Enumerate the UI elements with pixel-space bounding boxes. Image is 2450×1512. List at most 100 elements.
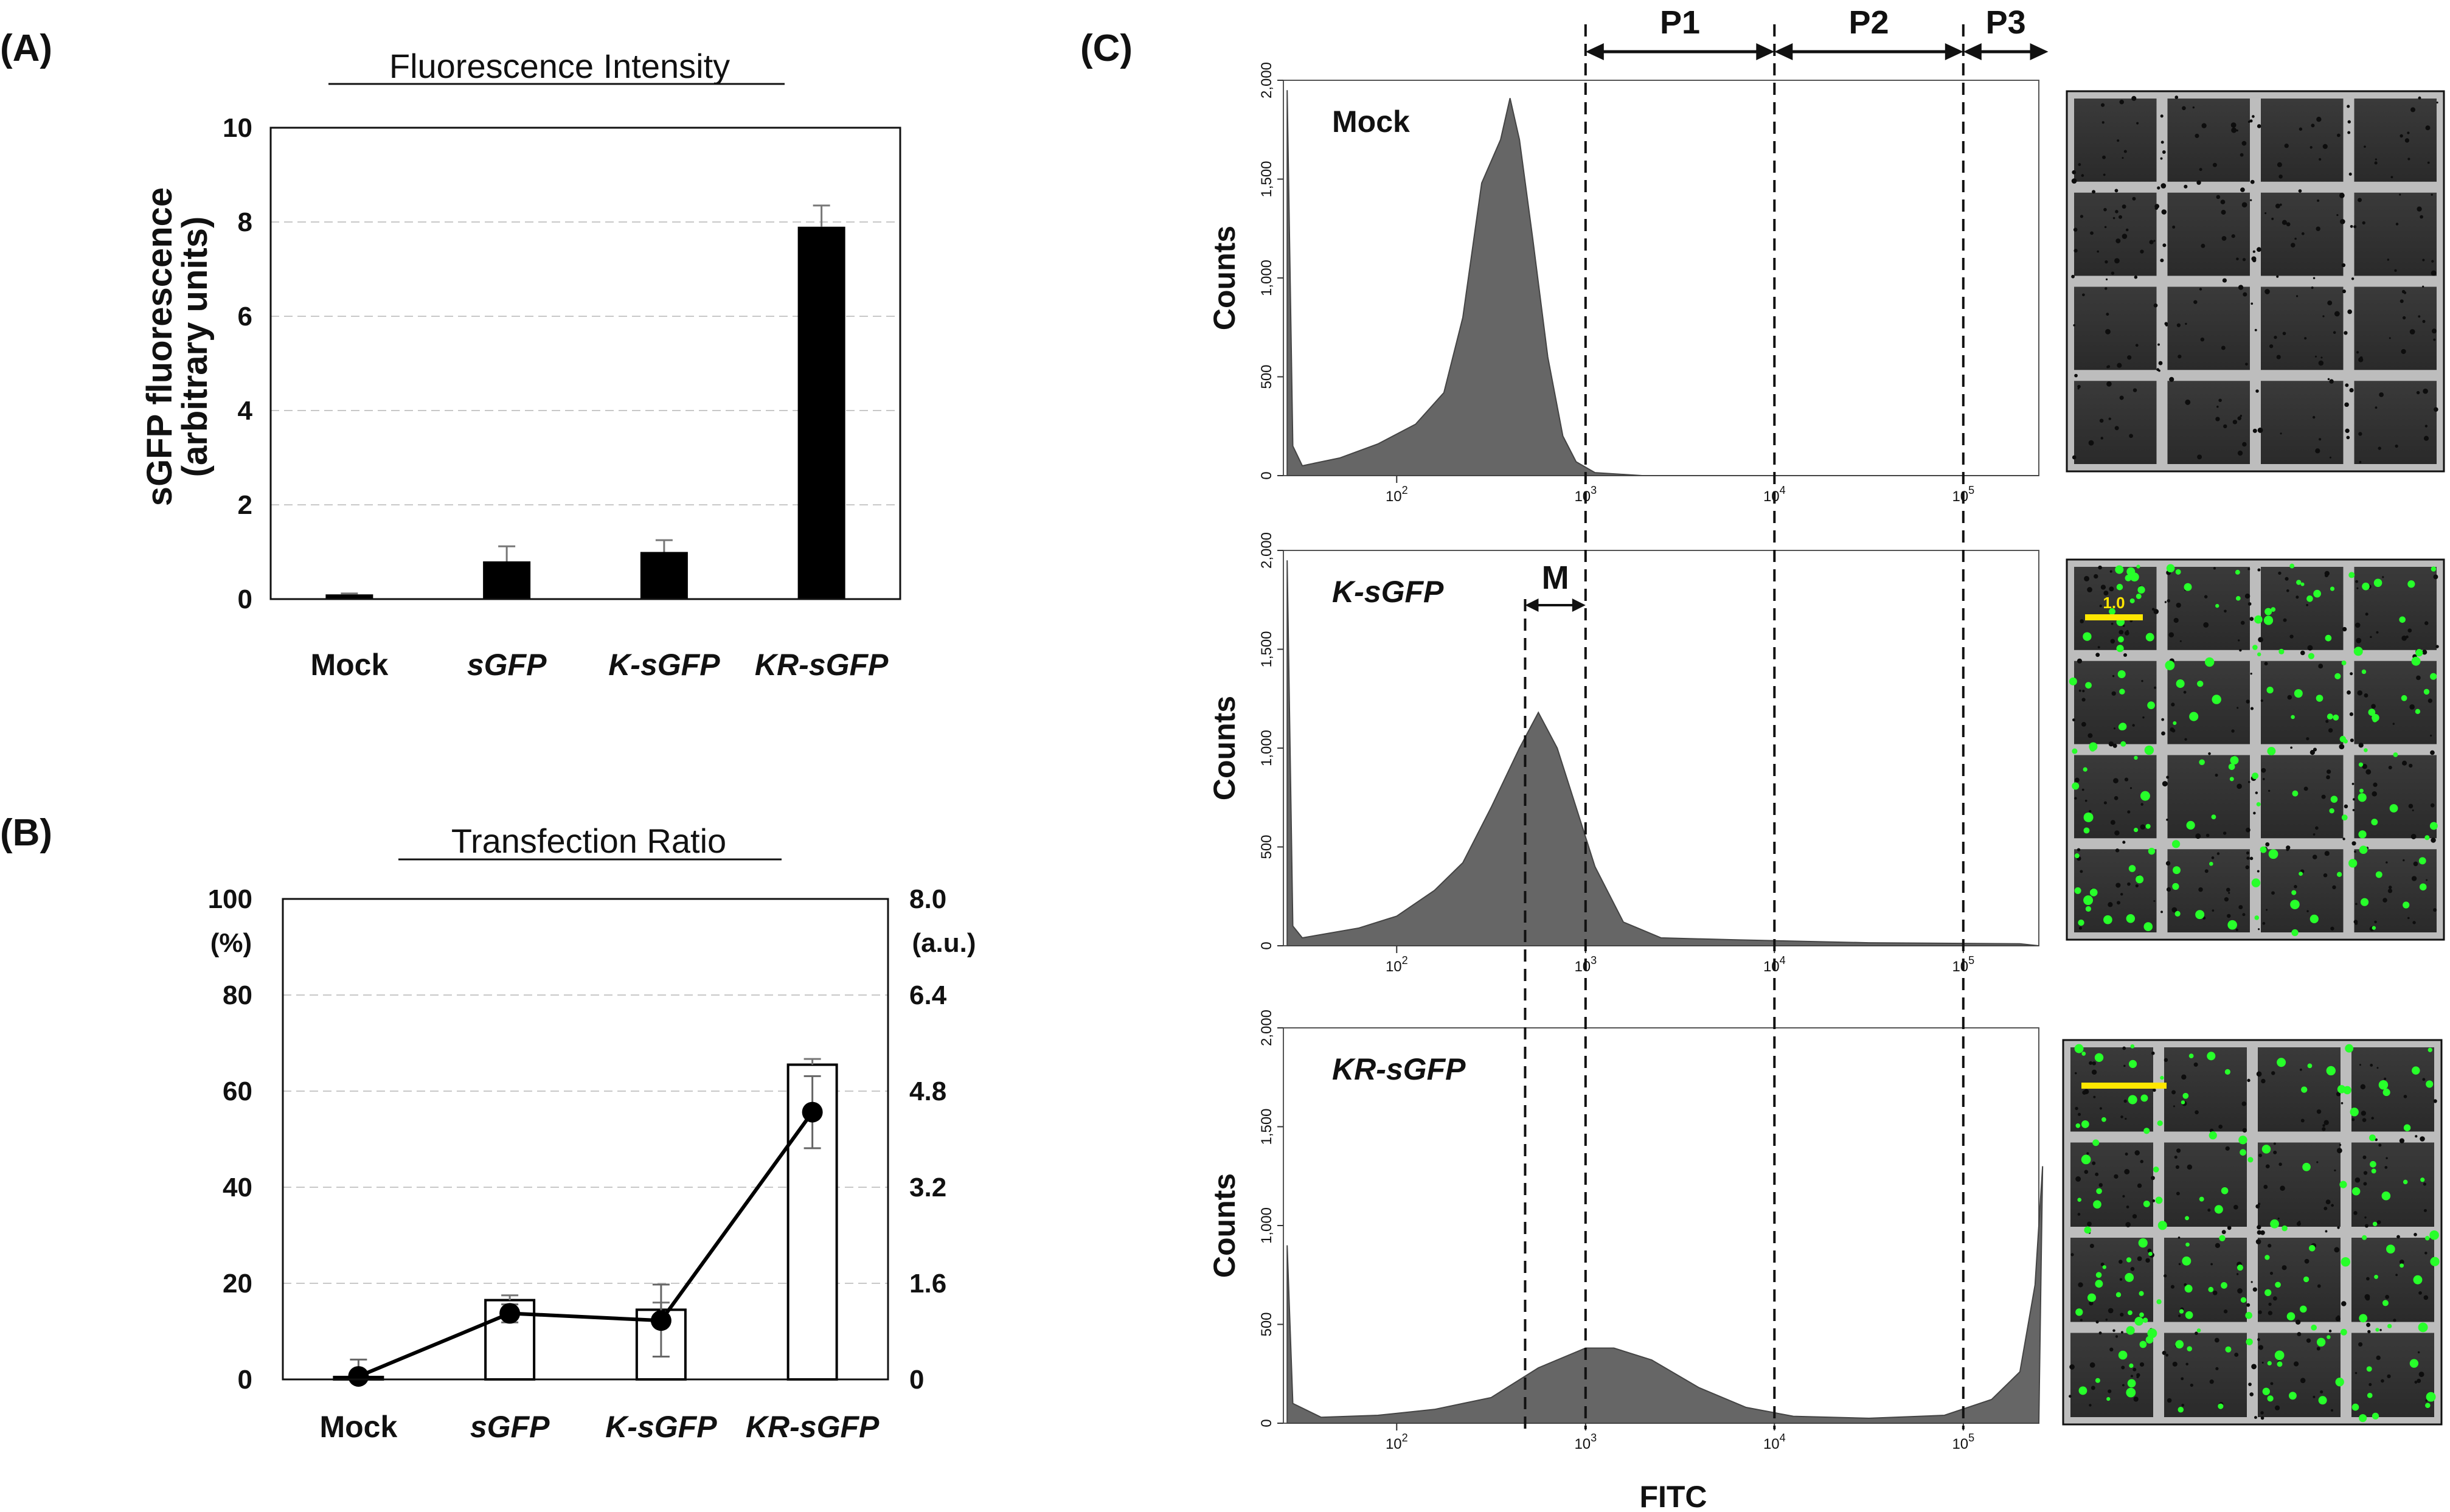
micrograph-particle [2265,842,2270,847]
micrograph-particle [2327,378,2330,381]
micrograph-gfp-cell [2399,616,2406,623]
micrograph-particle [2171,1090,2176,1095]
histogram-xtick-exp: 3 [1591,484,1597,496]
micrograph-particle [2178,355,2182,359]
micrograph-particle [2222,278,2227,283]
micrograph-particle [2127,810,2131,814]
micrograph-particle [2368,1382,2372,1387]
micrograph-particle [2418,1291,2422,1295]
micrograph-particle [2187,1164,2193,1170]
micrograph-particle [2181,1074,2187,1080]
micrograph-particle [2359,460,2362,463]
micrograph-particle [2101,121,2105,124]
micrograph-particle [2264,289,2270,294]
micrograph-gfp-cell [2386,1244,2395,1254]
micrograph-gfp-cell [2214,1205,2223,1214]
micrograph-particle [2342,837,2345,841]
micrograph-gfp-cell [2254,615,2263,624]
micrograph-gfp-cell [2423,688,2430,695]
micrograph-particle [2160,183,2167,189]
micrograph-gfp-cell [2237,1264,2244,1271]
micrograph-particle [2289,634,2294,639]
micrograph-particle [2362,764,2367,769]
micrograph-gfp-cell [2290,900,2300,909]
micrograph-particle [2258,928,2260,931]
chart-b-left-tick-label: 100 [208,884,252,914]
micrograph-gfp-cell [2400,1263,2404,1268]
micrograph-gfp-cell [2184,583,2192,591]
micrograph-cell [2354,755,2437,839]
micrograph-particle [2089,1301,2094,1306]
micrograph-gfp-cell [2329,808,2334,814]
micrograph-gfp-cell [2353,647,2363,656]
micrograph-particle [2427,698,2433,703]
micrograph-particle [2246,699,2250,704]
micrograph-particle [2279,203,2282,206]
micrograph-particle [2313,1395,2316,1398]
micrograph-gfp-cell [2074,887,2081,894]
micrograph-particle [2130,1267,2135,1271]
micrograph-gfp-cell [2128,1095,2137,1105]
micrograph-particle [2086,1152,2089,1155]
micrograph-particle [2282,331,2286,336]
micrograph-particle [2111,271,2115,275]
micrograph-particle [2309,749,2315,755]
micrograph-particle [2115,238,2121,244]
micrograph-particle [2396,1235,2400,1239]
micrograph-gfp-cell [2382,1089,2390,1097]
micrograph-gfp-cell [2271,607,2276,612]
micrograph-particle [2300,1378,2306,1384]
histogram-xtick-base: 10 [1386,1436,1402,1452]
micrograph-particle [2347,309,2352,314]
micrograph-gfp-cell [2341,814,2348,821]
histogram-xtick-label: 103 [1574,484,1597,505]
micrograph-particle [2364,1224,2368,1228]
micrograph-gfp-cell [2368,709,2376,716]
micrograph-gfp-cell [2136,593,2142,599]
micrograph-particle [2104,226,2107,229]
micrograph-gfp-cell [2101,1117,2106,1122]
micrograph-particle [2119,395,2124,400]
micrograph-particle [2376,1220,2381,1224]
micrograph-particle [2258,1345,2264,1350]
micrograph-particle [2262,778,2265,780]
histogram-xtick-exp: 3 [1591,1432,1597,1444]
micrograph-cell [2354,286,2437,370]
histogram-xtick-exp: 3 [1591,954,1597,966]
micrograph-particle [2209,1379,2214,1384]
micrograph-gfp-cell [2264,1289,2272,1297]
micrograph-particle [2314,355,2317,358]
micrograph-gfp-cell [2306,595,2313,602]
micrograph-gfp-cell [2078,1386,2087,1395]
micrograph-particle [2160,910,2163,914]
micrograph-particle [2108,902,2113,907]
micrograph-cell [2074,661,2157,744]
micrograph-particle [2246,1303,2250,1307]
micrograph-particle [2089,810,2092,813]
micrograph-particle [2356,351,2359,354]
micrograph-particle [2108,1308,2114,1314]
micrograph-particle [2307,645,2313,651]
micrograph-gfp-cell [2277,1058,2286,1067]
micrograph-gfp-cell [2389,804,2398,813]
micrograph-particle [2319,438,2322,441]
micrograph-particle [2216,406,2219,408]
micrograph-particle [2355,580,2359,583]
micrograph-particle [2278,1162,2282,1167]
micrograph-particle [2157,343,2160,346]
micrograph-particle [2388,765,2392,770]
histogram-ytick-label: 1,000 [1258,260,1275,296]
micrograph-particle [2257,124,2261,128]
micrograph-particle [2407,158,2410,161]
micrograph-particle [2408,803,2414,809]
micrograph-particle [2403,291,2407,294]
micrograph-particle [2090,231,2094,235]
micrograph-particle [2344,804,2348,809]
micrograph-particle [2072,718,2075,722]
micrograph-particle [2237,450,2243,456]
micrograph-particle [2220,199,2226,204]
micrograph-particle [2365,612,2368,616]
micrograph-gfp-cell [2148,847,2156,855]
micrograph-particle [2223,424,2227,429]
micrograph-gfp-cell [2327,713,2333,720]
